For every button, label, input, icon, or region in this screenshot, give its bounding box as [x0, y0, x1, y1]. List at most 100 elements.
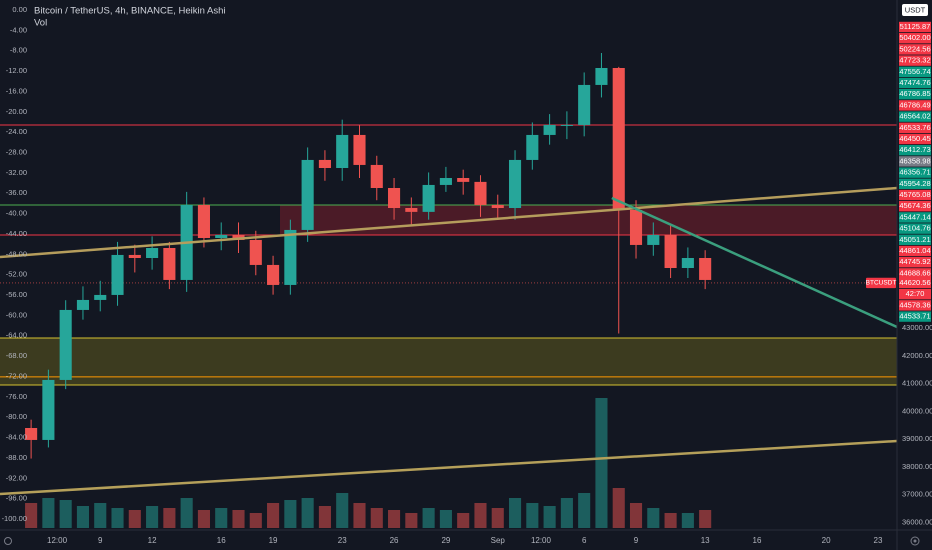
price-label-bg	[899, 223, 931, 234]
price-label-bg	[899, 77, 931, 89]
candle-body	[388, 188, 401, 208]
settings-icon-right[interactable]	[910, 536, 920, 546]
left-tick-label: -20.00	[6, 107, 27, 116]
left-tick-label: -84.00	[6, 433, 27, 442]
volume-bar	[508, 498, 522, 528]
price-label: 50224.56	[899, 44, 930, 53]
volume-bar	[681, 513, 694, 528]
candle-body	[457, 178, 470, 182]
price-label: 46450.45	[899, 134, 930, 143]
x-tick-label: 6	[582, 536, 587, 545]
left-tick-label: -60.00	[6, 310, 27, 319]
price-label-bg	[899, 100, 931, 111]
volume-bar	[249, 513, 262, 528]
candle-body	[422, 184, 435, 212]
candle-body	[215, 234, 228, 238]
candle-body	[543, 124, 556, 135]
price-label-bg	[899, 212, 931, 223]
candle-body	[664, 234, 677, 268]
price-label-bg	[899, 167, 931, 178]
candle-body	[612, 68, 625, 210]
x-tick-label: 16	[753, 536, 762, 545]
volume-bar	[664, 513, 677, 528]
price-label-bg	[899, 178, 931, 189]
candle-body	[595, 68, 608, 85]
volume-bar	[111, 508, 124, 528]
candle-body	[353, 134, 366, 165]
settings-icon-left[interactable]	[4, 537, 12, 545]
left-tick-label: -40.00	[6, 209, 27, 218]
left-tick-label: -4.00	[10, 25, 27, 34]
price-label-bg	[899, 245, 931, 257]
left-tick-label: -24.00	[6, 127, 27, 136]
left-tick-label: -72.00	[6, 371, 27, 380]
volume-bar	[59, 500, 72, 528]
candle-body	[76, 299, 90, 310]
volume-bar	[388, 510, 401, 528]
x-tick-label: 16	[217, 536, 226, 545]
currency-badge-bg[interactable]	[902, 4, 928, 16]
y-tick-label: 43000.00	[902, 323, 932, 332]
left-tick-label: -56.00	[6, 290, 27, 299]
left-tick-label: -36.00	[6, 188, 27, 197]
price-label: 50402.00	[899, 33, 930, 42]
chart-title: Bitcoin / TetherUS, 4h, BINANCE, Heikin …	[34, 6, 226, 17]
price-label-bg	[899, 44, 931, 55]
volume-bar	[439, 510, 452, 528]
trendline	[0, 186, 898, 259]
trendline	[611, 196, 898, 329]
left-tick-label: 0.00	[12, 5, 27, 14]
volume-bar	[699, 510, 712, 528]
volume-bar	[232, 510, 245, 528]
candle-body	[699, 258, 712, 280]
x-tick-label: 12	[148, 536, 157, 545]
price-label-bg	[899, 268, 931, 279]
price-label: 51125.87	[900, 22, 931, 31]
volume-bar	[353, 503, 366, 528]
symbol-badge: BTCUSDT	[866, 280, 897, 287]
volume-bar	[94, 503, 107, 528]
price-label: 44578.36	[899, 300, 930, 309]
price-label-bg	[899, 311, 931, 322]
left-tick-label: -80.00	[6, 412, 27, 421]
zone	[279, 204, 898, 235]
price-label-bg	[899, 21, 931, 33]
left-tick-label: -68.00	[6, 351, 27, 360]
price-label: 44861.04	[899, 246, 930, 255]
price-label: 46533.76	[899, 123, 930, 132]
price-label: 45104.76	[899, 224, 930, 233]
y-tick-label: 38000.00	[902, 462, 932, 471]
price-label: 46412.73	[899, 145, 930, 154]
volume-bar	[197, 510, 210, 528]
volume-bar	[42, 498, 55, 528]
volume-bar	[76, 506, 90, 528]
price-label: 45051.21	[899, 235, 930, 244]
x-tick-label: 19	[269, 536, 278, 545]
volume-bar	[215, 508, 228, 528]
plot-area	[0, 53, 898, 528]
candle-body	[491, 204, 504, 208]
price-label: 45765.08	[899, 190, 930, 199]
currency-badge[interactable]: USDT	[905, 5, 926, 14]
candle-body	[42, 379, 55, 440]
symbol-badge-bg	[866, 277, 896, 289]
left-tick-label: -88.00	[6, 453, 27, 462]
left-tick-label: -92.00	[6, 473, 27, 482]
price-label: 44745.92	[899, 257, 930, 266]
left-tick-label: -44.00	[6, 229, 27, 238]
left-tick-label: -28.00	[6, 147, 27, 156]
candle-body	[526, 134, 539, 160]
price-label: 46786.49	[899, 100, 930, 109]
volume-bar	[595, 398, 608, 528]
candle-body	[284, 229, 297, 285]
price-label-bg	[899, 33, 931, 44]
candle-body	[578, 84, 591, 125]
left-tick-label: -8.00	[10, 46, 27, 55]
price-label: 47723.32	[899, 56, 930, 65]
left-tick-label: -16.00	[6, 86, 27, 95]
candle-body	[508, 159, 522, 208]
last-price-bg	[899, 277, 931, 289]
volume-bar	[318, 506, 331, 528]
